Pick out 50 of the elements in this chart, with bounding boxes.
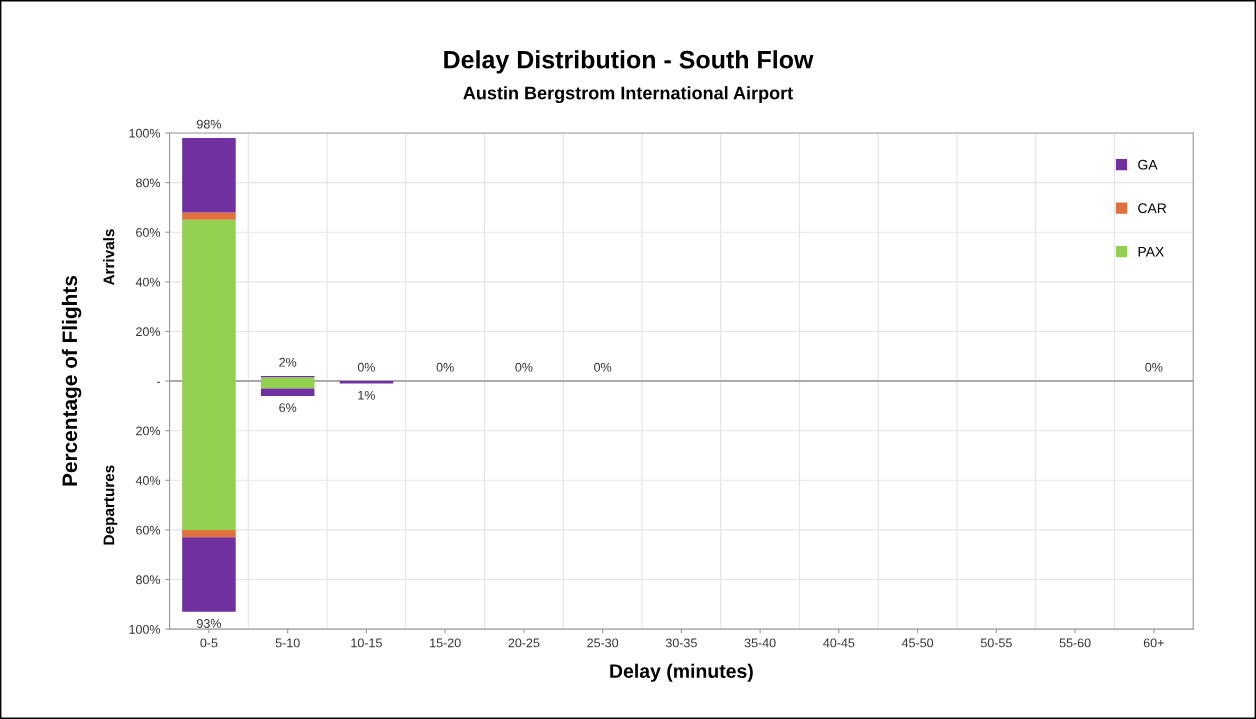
annotation: 6% xyxy=(279,403,297,413)
annotation: 2% xyxy=(279,357,297,367)
x-tick-label: 5-10 xyxy=(275,638,300,648)
x-tick-label: 15-20 xyxy=(430,638,461,648)
y-tick-label: 20% xyxy=(136,426,161,436)
bar xyxy=(182,212,236,220)
x-tick-label: 25-30 xyxy=(587,638,619,648)
y-tick-label: 60% xyxy=(136,228,161,237)
y-tick-label: 20% xyxy=(136,327,161,337)
y-tick-label: 100% xyxy=(129,624,161,634)
y-tick-label: - xyxy=(156,381,160,383)
x-axis-title: Delay (minutes) xyxy=(610,663,753,682)
annotation: 1% xyxy=(358,390,375,400)
y-tick-label: 60% xyxy=(136,525,161,535)
x-tick-label: 35-40 xyxy=(744,638,776,648)
x-tick-label: 30-35 xyxy=(665,638,697,648)
y-tick-label: 40% xyxy=(135,476,161,485)
legend-label: PAX xyxy=(1138,246,1164,257)
x-tick-label: 50-55 xyxy=(980,638,1012,648)
annotation: 0% xyxy=(357,362,375,372)
annotation: 0% xyxy=(515,362,533,372)
annotation: 0% xyxy=(594,362,612,372)
bar xyxy=(182,137,236,213)
y-tick-label: 80% xyxy=(136,575,161,585)
chart-subtitle: Austin Bergstrom International Airport xyxy=(463,86,793,104)
annotation: 98% xyxy=(197,119,221,129)
annotation: 93% xyxy=(197,619,221,628)
x-tick-label: 55-60 xyxy=(1059,638,1091,648)
bar xyxy=(182,537,236,612)
x-tick-label: 10-15 xyxy=(351,638,382,648)
annotation: 0% xyxy=(436,362,454,372)
annotation: 0% xyxy=(1145,362,1163,372)
y-axis-title: Percentage of Flights xyxy=(61,275,82,486)
bar xyxy=(339,381,394,384)
bar xyxy=(182,529,236,538)
text: Arrivals xyxy=(103,229,115,286)
x-tick-label: 0-5 xyxy=(200,638,218,648)
x-tick-label: 60+ xyxy=(1143,638,1164,648)
legend-label: GA xyxy=(1138,159,1158,170)
bar xyxy=(260,388,315,396)
text: Departures xyxy=(103,465,118,545)
x-tick-label: 40-45 xyxy=(823,638,855,648)
chart-title: Delay Distribution - South Flow xyxy=(444,50,814,74)
y-tick-label: 40% xyxy=(135,277,161,287)
bar xyxy=(260,381,315,389)
y-tick-label: 80% xyxy=(136,178,161,188)
legend-label: CAR xyxy=(1138,203,1167,214)
x-tick-label: 20-25 xyxy=(508,638,540,648)
x-tick-label: 45-50 xyxy=(901,638,934,648)
y-tick-label: 100% xyxy=(129,128,161,138)
